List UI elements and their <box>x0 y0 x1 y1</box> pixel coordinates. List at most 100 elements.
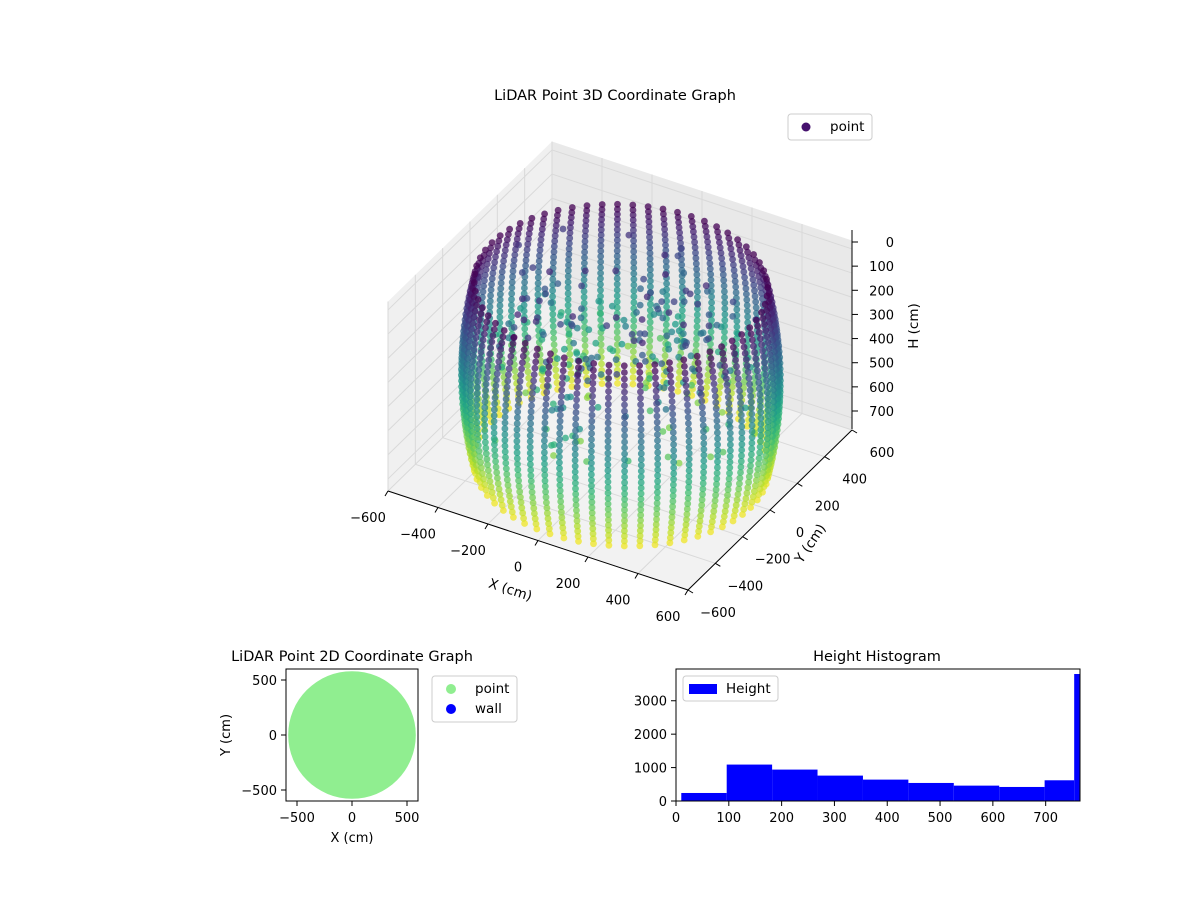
data-point <box>730 343 737 351</box>
data-point <box>744 248 751 256</box>
data-point <box>749 493 757 501</box>
data-point <box>714 435 721 443</box>
data-point <box>620 316 628 324</box>
data-point <box>727 435 734 443</box>
data-point <box>497 285 505 292</box>
data-point <box>564 307 572 315</box>
data-point <box>721 311 729 318</box>
y-tick-label: −200 <box>755 553 791 568</box>
data-point <box>637 517 644 524</box>
data-point <box>557 492 564 500</box>
data-point <box>697 507 705 514</box>
x-tick <box>584 556 589 563</box>
y-tick-label: −600 <box>700 606 736 621</box>
data-point <box>508 307 515 315</box>
data-point <box>482 246 489 254</box>
data-point <box>486 303 494 311</box>
data-point <box>491 400 498 408</box>
data-point <box>604 467 612 474</box>
data-point <box>515 225 523 233</box>
data-point <box>681 363 688 370</box>
data-point <box>517 493 524 501</box>
data-point <box>559 225 567 233</box>
data-point <box>649 353 656 360</box>
data-point <box>646 239 654 246</box>
data-point <box>734 236 741 244</box>
data-point <box>474 436 482 444</box>
data-point <box>526 225 534 232</box>
data-point <box>516 488 524 496</box>
data-point <box>709 374 717 381</box>
data-point <box>491 452 499 460</box>
data-point <box>761 458 769 465</box>
data-point <box>685 478 693 486</box>
data-point <box>531 510 538 517</box>
data-point <box>690 372 698 380</box>
data-point <box>698 397 706 405</box>
data-point <box>681 531 689 539</box>
data-point <box>613 242 621 249</box>
data-point <box>621 401 628 409</box>
data-point <box>588 504 596 511</box>
data-point <box>646 249 654 257</box>
data-point <box>748 428 756 435</box>
data-point <box>705 322 713 330</box>
data-point <box>743 489 751 497</box>
x-tick <box>684 589 689 596</box>
x-tick-label: 600 <box>980 811 1005 826</box>
data-point <box>597 335 605 342</box>
data-point <box>598 221 605 229</box>
data-point <box>700 428 707 435</box>
chart-2d-panel: LiDAR Point 2D Coordinate Graph −500 0 500… <box>219 649 518 846</box>
data-point <box>760 353 767 361</box>
data-point <box>705 249 713 256</box>
data-point <box>462 384 470 391</box>
data-point <box>487 344 495 352</box>
data-point <box>501 442 509 450</box>
data-point <box>540 331 547 338</box>
data-point <box>674 213 682 221</box>
data-point <box>571 451 579 458</box>
data-point <box>693 276 701 284</box>
data-point <box>729 298 737 306</box>
chart-histogram-legend: Height <box>682 675 779 702</box>
data-point <box>687 352 695 360</box>
data-point <box>491 446 499 454</box>
data-point <box>473 328 481 336</box>
data-point <box>566 240 573 247</box>
data-point <box>646 244 654 252</box>
data-point <box>495 237 503 245</box>
data-point <box>636 542 644 550</box>
z-tick-label: 500 <box>869 357 894 372</box>
data-point <box>652 387 660 395</box>
z-tick-label: 100 <box>869 260 894 275</box>
data-point <box>471 340 479 348</box>
data-point <box>499 263 507 270</box>
data-point <box>704 243 712 251</box>
data-point <box>654 483 661 491</box>
data-point <box>674 313 682 320</box>
data-point <box>556 470 563 478</box>
data-point <box>492 382 500 390</box>
data-point <box>738 411 745 419</box>
data-point <box>620 362 628 370</box>
data-point <box>685 426 693 433</box>
data-point <box>630 270 638 277</box>
data-point <box>590 366 597 374</box>
data-point <box>588 453 595 461</box>
data-point <box>473 396 481 403</box>
data-point <box>770 386 777 394</box>
data-point <box>630 253 638 261</box>
x-tick <box>384 490 389 497</box>
data-point <box>543 504 551 512</box>
data-point <box>481 277 488 284</box>
data-point <box>668 513 676 521</box>
data-point <box>604 478 612 486</box>
data-point <box>532 318 540 325</box>
data-point <box>539 220 547 228</box>
data-point <box>685 455 693 463</box>
data-point <box>636 368 644 376</box>
data-point <box>685 420 692 427</box>
data-point <box>597 275 604 283</box>
data-point <box>630 293 638 300</box>
